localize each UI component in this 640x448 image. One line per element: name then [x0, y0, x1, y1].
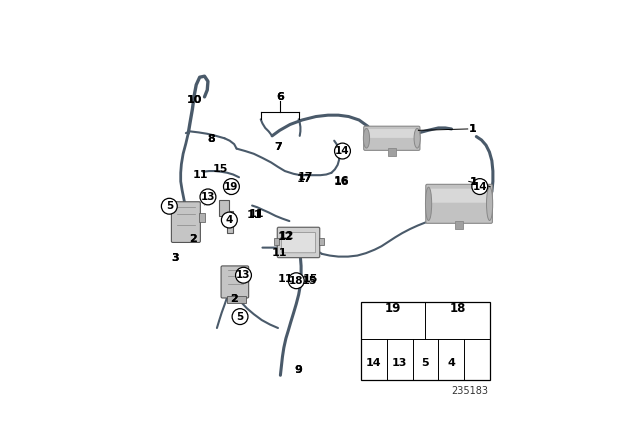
Circle shape — [221, 212, 237, 228]
Text: 12: 12 — [278, 232, 294, 242]
Text: 11: 11 — [248, 209, 264, 219]
Text: 13: 13 — [236, 270, 251, 280]
Ellipse shape — [414, 129, 420, 148]
Text: 14: 14 — [366, 358, 381, 368]
Text: 1: 1 — [468, 124, 476, 134]
Text: 16: 16 — [334, 176, 349, 186]
FancyBboxPatch shape — [367, 129, 417, 138]
Circle shape — [289, 273, 304, 289]
Text: 16: 16 — [333, 177, 349, 187]
Text: 3: 3 — [172, 253, 179, 263]
Text: 19: 19 — [385, 302, 401, 315]
Text: 18: 18 — [289, 276, 303, 286]
Text: 1: 1 — [470, 177, 477, 187]
Text: 18: 18 — [450, 302, 466, 315]
Ellipse shape — [486, 187, 493, 220]
Text: 5: 5 — [166, 201, 173, 211]
Text: 8: 8 — [207, 134, 215, 144]
Ellipse shape — [364, 129, 369, 148]
Text: 4: 4 — [447, 358, 455, 368]
Text: 14: 14 — [472, 181, 487, 192]
Bar — [388, 148, 396, 156]
Text: 9: 9 — [295, 366, 303, 375]
Text: 11: 11 — [278, 274, 294, 284]
FancyBboxPatch shape — [282, 233, 316, 253]
Circle shape — [335, 143, 351, 159]
Polygon shape — [219, 200, 234, 233]
Text: 12: 12 — [279, 231, 294, 241]
Text: 11: 11 — [272, 248, 287, 258]
Text: 2: 2 — [230, 294, 238, 304]
Text: 11: 11 — [193, 170, 208, 180]
Text: 6: 6 — [276, 92, 284, 102]
Text: 15: 15 — [302, 274, 317, 284]
Bar — [319, 238, 324, 245]
FancyBboxPatch shape — [429, 189, 488, 202]
Ellipse shape — [426, 187, 431, 220]
Text: 15: 15 — [301, 276, 317, 286]
Text: 5: 5 — [422, 358, 429, 368]
Text: 2: 2 — [189, 234, 196, 244]
Text: 17: 17 — [298, 172, 314, 182]
Circle shape — [472, 179, 488, 194]
Text: 235183: 235183 — [451, 386, 488, 396]
Circle shape — [223, 179, 239, 194]
Text: 10: 10 — [186, 95, 202, 105]
Text: 17: 17 — [297, 174, 312, 184]
Text: 2: 2 — [189, 234, 196, 244]
Bar — [227, 296, 246, 303]
FancyBboxPatch shape — [277, 227, 320, 258]
Bar — [274, 238, 280, 245]
Text: 13: 13 — [392, 358, 407, 368]
Bar — [455, 221, 463, 229]
Circle shape — [232, 309, 248, 324]
Text: 6: 6 — [276, 92, 284, 102]
Text: 2: 2 — [230, 294, 238, 304]
Text: 4: 4 — [226, 215, 233, 225]
Text: 11: 11 — [247, 210, 262, 220]
Text: 10: 10 — [186, 95, 202, 105]
Text: 1: 1 — [470, 177, 477, 187]
Text: 8: 8 — [207, 134, 215, 144]
FancyBboxPatch shape — [172, 202, 200, 242]
Circle shape — [161, 198, 177, 214]
FancyBboxPatch shape — [426, 184, 492, 223]
Text: 15: 15 — [212, 164, 228, 174]
Bar — [361, 302, 490, 380]
Text: 7: 7 — [274, 142, 282, 152]
Circle shape — [200, 189, 216, 205]
FancyBboxPatch shape — [364, 126, 420, 151]
Text: 19: 19 — [224, 181, 239, 192]
Text: 5: 5 — [236, 312, 244, 322]
FancyBboxPatch shape — [221, 266, 249, 298]
Text: 13: 13 — [201, 192, 215, 202]
Bar — [199, 214, 205, 222]
Text: 9: 9 — [295, 366, 303, 375]
Text: 3: 3 — [172, 253, 179, 263]
Circle shape — [236, 267, 252, 283]
Text: 7: 7 — [274, 142, 282, 152]
Text: 1: 1 — [468, 124, 476, 134]
Text: 14: 14 — [335, 146, 350, 156]
